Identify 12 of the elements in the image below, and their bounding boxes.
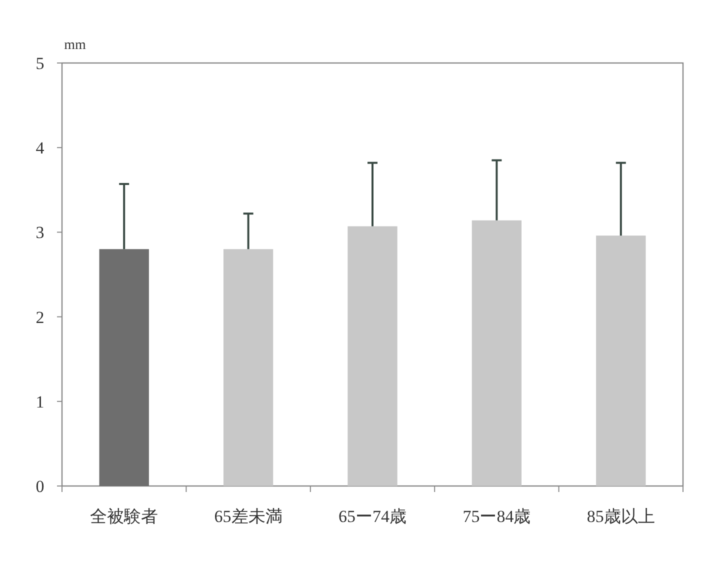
y-tick-label: 2 [36,308,44,327]
x-tick-label: 65ー74歳 [338,507,406,526]
x-tick-label: 75ー84歳 [462,507,531,526]
x-tick-label: 全被験者 [90,507,158,526]
y-tick-label: 5 [36,54,44,73]
y-tick-label: 1 [36,392,44,412]
y-tick-label: 3 [36,223,44,242]
x-tick-label: 65差未満 [214,507,282,526]
x-tick-label: 85歳以上 [586,507,655,526]
y-axis-title: mm [64,38,86,53]
y-tick-label: 0 [36,477,44,496]
y-tick-label: 4 [36,138,45,158]
